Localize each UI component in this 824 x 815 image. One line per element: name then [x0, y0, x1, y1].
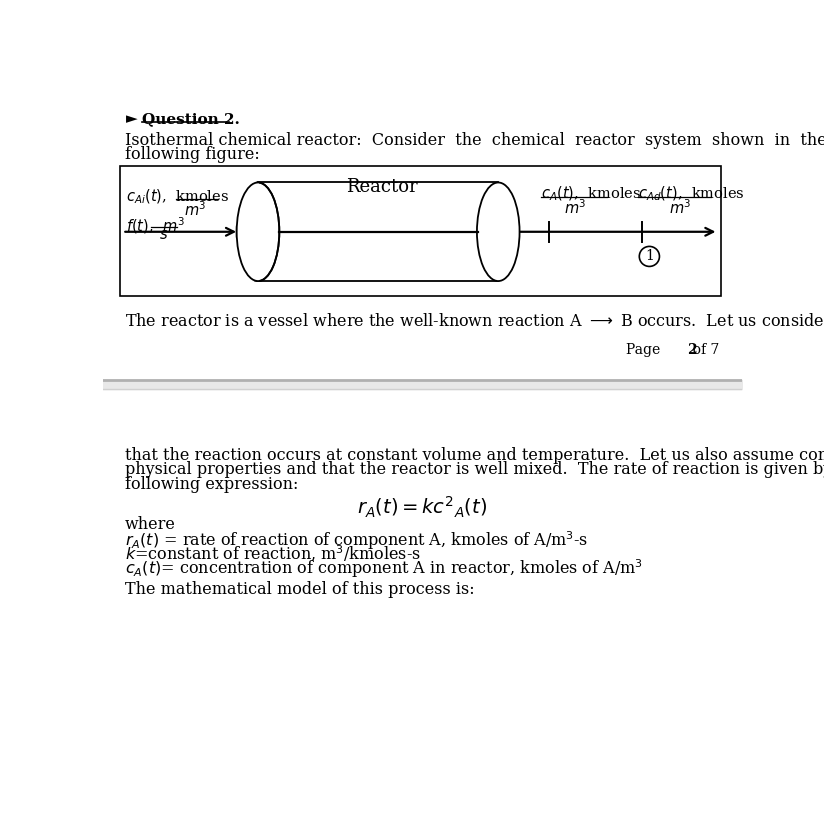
Text: The mathematical model of this process is:: The mathematical model of this process i… — [124, 580, 475, 597]
Bar — [120, 165, 722, 297]
Text: $s$: $s$ — [159, 228, 168, 242]
Text: $r_A(t)$ = rate of reaction of component A, kmoles of A/m$^3$-s: $r_A(t)$ = rate of reaction of component… — [124, 530, 588, 553]
Text: Reactor: Reactor — [346, 178, 418, 196]
Text: that the reaction occurs at constant volume and temperature.  Let us also assume: that the reaction occurs at constant vol… — [124, 447, 824, 464]
Bar — [236, 183, 259, 281]
Text: 2: 2 — [687, 342, 697, 357]
Text: $f(t)$,  $m^3$: $f(t)$, $m^3$ — [126, 215, 185, 236]
Text: $r_A(t) = kc^2{}_A(t)$: $r_A(t) = kc^2{}_A(t)$ — [358, 495, 487, 519]
Text: The reactor is a vessel where the well-known reaction A $\longrightarrow$ B occu: The reactor is a vessel where the well-k… — [124, 314, 824, 330]
Text: ►: ► — [126, 112, 138, 126]
Text: $m^3$: $m^3$ — [669, 198, 691, 217]
Text: following expression:: following expression: — [124, 476, 298, 493]
Text: Isothermal chemical reactor:  Consider  the  chemical  reactor  system  shown  i: Isothermal chemical reactor: Consider th… — [124, 132, 824, 148]
Ellipse shape — [236, 183, 279, 281]
Text: $c_A(t)$= concentration of component A in reactor, kmoles of A/m$^3$: $c_A(t)$= concentration of component A i… — [124, 557, 643, 580]
Text: $c_{Ad}(t)$,  kmoles: $c_{Ad}(t)$, kmoles — [638, 185, 745, 203]
Text: Question 2.: Question 2. — [142, 112, 240, 126]
Ellipse shape — [477, 183, 520, 281]
Text: physical properties and that the reactor is well mixed.  The rate of reaction is: physical properties and that the reactor… — [124, 461, 824, 478]
Circle shape — [639, 246, 659, 267]
Text: $k$=constant of reaction, m$^3$/kmoles-s: $k$=constant of reaction, m$^3$/kmoles-s — [124, 544, 420, 564]
Text: $m^3$: $m^3$ — [185, 200, 207, 219]
Text: where: where — [124, 516, 176, 533]
Text: $c_{Ai}(t)$,  kmoles: $c_{Ai}(t)$, kmoles — [126, 187, 229, 205]
Text: 1: 1 — [645, 249, 653, 263]
Text: following figure:: following figure: — [124, 146, 260, 162]
Text: Page     of 7: Page of 7 — [625, 342, 719, 357]
Text: $m^3$: $m^3$ — [564, 198, 587, 217]
Text: $c_A(t)$,  kmoles: $c_A(t)$, kmoles — [541, 185, 641, 203]
